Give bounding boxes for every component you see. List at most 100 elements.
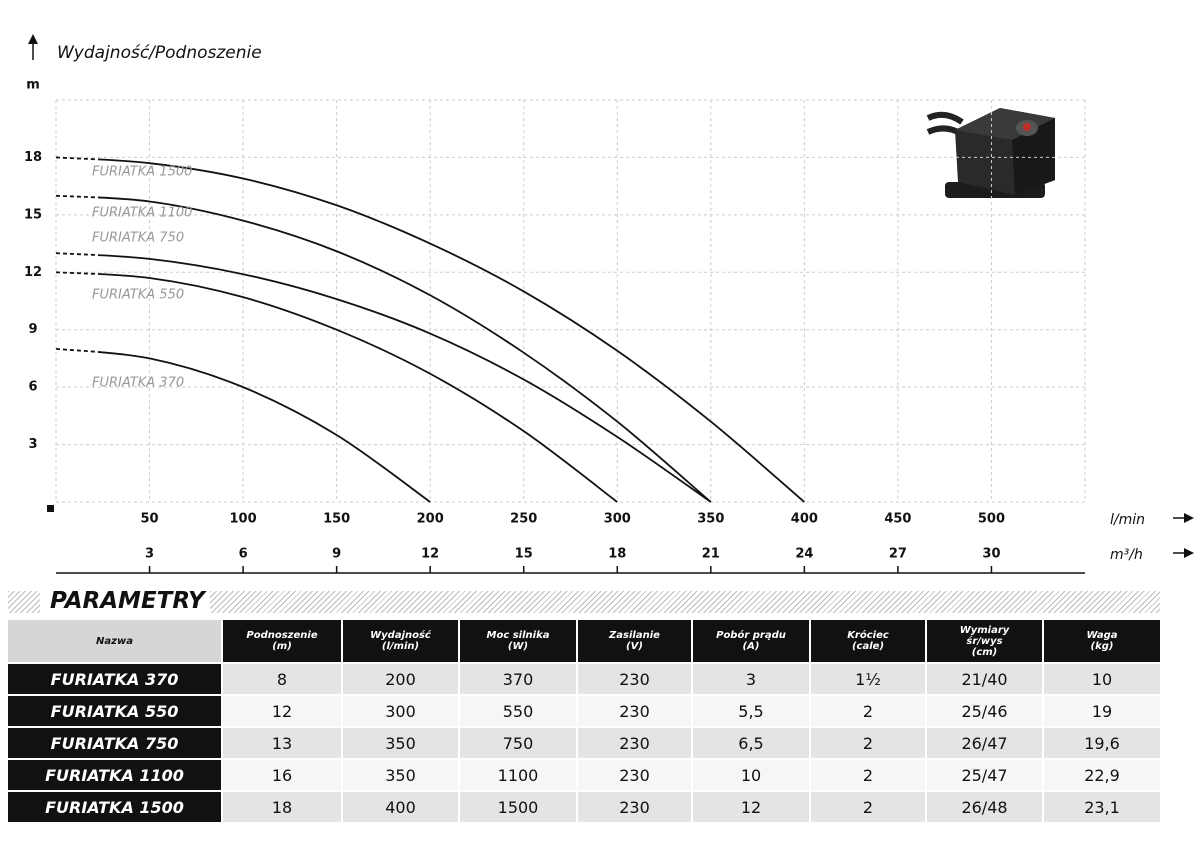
cell: 350 bbox=[341, 758, 459, 791]
x-tick-label: 150 bbox=[323, 512, 350, 527]
cell: 12 bbox=[221, 694, 342, 727]
cell: 5,5 bbox=[691, 694, 810, 727]
column-header: Waga (kg) bbox=[1042, 620, 1160, 663]
axis-arrow-head bbox=[1184, 513, 1194, 523]
cell: 550 bbox=[458, 694, 577, 727]
y-tick-label: 3 bbox=[28, 437, 37, 452]
x2-tick-label: 18 bbox=[608, 547, 626, 562]
cell: 16 bbox=[221, 758, 342, 791]
cell: 25/47 bbox=[925, 758, 1043, 791]
x-tick-label: 300 bbox=[604, 512, 631, 527]
column-header: Podnoszenie (m) bbox=[221, 620, 342, 663]
table-body: FURIATKA 370 8 200 370 230 3 1½ 21/40 10 FURIATKA… bbox=[8, 662, 1160, 822]
y-unit: m bbox=[26, 78, 40, 93]
header-row: Nazwa Podnoszenie (m) Wydajność (l/min) Moc… bbox=[8, 620, 1160, 663]
x-tick-label: 500 bbox=[978, 512, 1005, 527]
x2-tick-label: 21 bbox=[702, 547, 720, 562]
cell: 23,1 bbox=[1042, 790, 1160, 822]
cell: 1500 bbox=[458, 790, 577, 822]
origin-marker bbox=[47, 505, 54, 512]
hatch bbox=[8, 591, 40, 613]
y-tick-label: 15 bbox=[24, 207, 42, 222]
cell: 18 bbox=[221, 790, 342, 822]
section-title: PARAMETRY bbox=[8, 588, 1160, 616]
product-image bbox=[926, 108, 1055, 198]
cell: 300 bbox=[341, 694, 459, 727]
cell: 200 bbox=[341, 662, 459, 695]
x-tick-label: 100 bbox=[230, 512, 257, 527]
x-axis-title: l/min bbox=[1110, 512, 1145, 528]
row-name: FURIATKA 750 bbox=[8, 726, 222, 759]
cell: 400 bbox=[341, 790, 459, 822]
curve-label: FURIATKA 750 bbox=[92, 231, 184, 246]
cell: 230 bbox=[576, 694, 692, 727]
cell: 13 bbox=[221, 726, 342, 759]
cell: 230 bbox=[576, 726, 692, 759]
cell: 8 bbox=[221, 662, 342, 695]
row-name: FURIATKA 1100 bbox=[8, 758, 222, 791]
pump-curve bbox=[55, 271, 618, 503]
cell: 22,9 bbox=[1042, 758, 1160, 791]
x2-tick-label: 12 bbox=[421, 547, 439, 562]
x2-tick-label: 27 bbox=[889, 547, 907, 562]
y-tick-label: 18 bbox=[24, 150, 42, 165]
cell: 10 bbox=[1042, 662, 1160, 695]
column-header: Nazwa bbox=[8, 620, 222, 663]
parameters-table: Nazwa Podnoszenie (m) Wydajność (l/min) Moc… bbox=[8, 620, 1160, 822]
section-title-text: PARAMETRY bbox=[50, 588, 205, 614]
curve-label: FURIATKA 550 bbox=[92, 288, 184, 303]
cell: 230 bbox=[576, 662, 692, 695]
table-row: FURIATKA 750 13 350 750 230 6,5 2 26/47 19,6 bbox=[8, 726, 1160, 759]
pump-curve bbox=[55, 347, 431, 503]
cell: 2 bbox=[809, 694, 926, 727]
x-tick-label: 350 bbox=[697, 512, 724, 527]
cell: 750 bbox=[458, 726, 577, 759]
pump-curve bbox=[55, 252, 712, 503]
cell: 6,5 bbox=[691, 726, 810, 759]
column-header: Wydajność (l/min) bbox=[341, 620, 459, 663]
y-tick-label: 9 bbox=[28, 322, 37, 337]
row-name: FURIATKA 550 bbox=[8, 694, 222, 727]
x-tick-label: 400 bbox=[791, 512, 818, 527]
cell: 350 bbox=[341, 726, 459, 759]
x2-tick-label: 3 bbox=[145, 547, 154, 562]
column-header: Króciec (cale) bbox=[809, 620, 926, 663]
x2-tick-label: 6 bbox=[239, 547, 248, 562]
x-tick-label: 250 bbox=[510, 512, 537, 527]
column-header: Zasilanie (V) bbox=[576, 620, 692, 663]
cell: 26/47 bbox=[925, 726, 1043, 759]
x2-axis-title: m³/h bbox=[1110, 547, 1143, 563]
cell: 230 bbox=[576, 758, 692, 791]
row-name: FURIATKA 1500 bbox=[8, 790, 222, 822]
cell: 2 bbox=[809, 726, 926, 759]
cell: 19 bbox=[1042, 694, 1160, 727]
cell: 2 bbox=[809, 790, 926, 822]
row-name: FURIATKA 370 bbox=[8, 662, 222, 695]
pump-curve bbox=[55, 156, 805, 503]
chart: Wydajność/Podnoszenie m l/min m³/h 3 6 9 12… bbox=[24, 34, 1194, 574]
axis-arrow-head bbox=[28, 34, 38, 44]
y-axis-title: Wydajność/Podnoszenie bbox=[57, 43, 262, 63]
y-tick-label: 12 bbox=[24, 265, 42, 280]
cell: 230 bbox=[576, 790, 692, 822]
x2-tick-label: 24 bbox=[795, 547, 813, 562]
x-tick-label: 450 bbox=[884, 512, 911, 527]
table-row: FURIATKA 370 8 200 370 230 3 1½ 21/40 10 bbox=[8, 662, 1160, 695]
cell: 3 bbox=[691, 662, 810, 695]
cell: 1100 bbox=[458, 758, 577, 791]
cell: 19,6 bbox=[1042, 726, 1160, 759]
curve-label: FURIATKA 370 bbox=[92, 376, 184, 391]
x2-tick-label: 30 bbox=[982, 547, 1000, 562]
cell: 2 bbox=[809, 758, 926, 791]
cell: 26/48 bbox=[925, 790, 1043, 822]
x2-tick-label: 15 bbox=[515, 547, 533, 562]
hatch bbox=[210, 591, 1160, 613]
cell: 25/46 bbox=[925, 694, 1043, 727]
column-header: Wymiary śr/wys (cm) bbox=[925, 620, 1043, 663]
y-tick-label: 6 bbox=[28, 380, 37, 395]
table-row: FURIATKA 1500 18 400 1500 230 12 2 26/48 23,1 bbox=[8, 790, 1160, 822]
pump-curve bbox=[55, 194, 712, 503]
cell: 370 bbox=[458, 662, 577, 695]
table-row: FURIATKA 550 12 300 550 230 5,5 2 25/46 19 bbox=[8, 694, 1160, 727]
